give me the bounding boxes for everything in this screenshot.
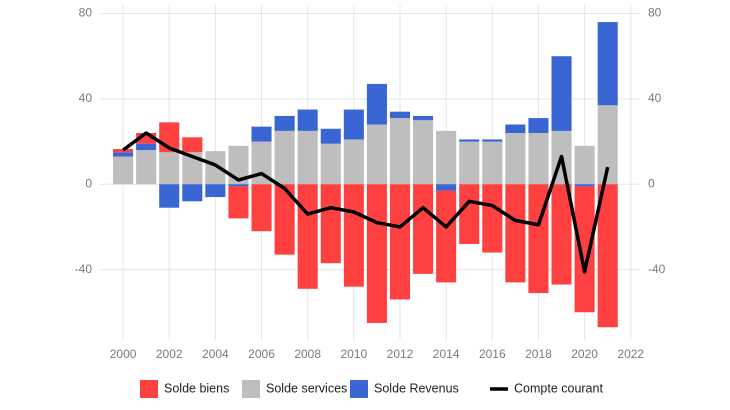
bar xyxy=(182,152,203,185)
bar xyxy=(505,124,526,134)
y-tick-label: -40 xyxy=(75,262,93,276)
x-tick-label: 2012 xyxy=(387,347,414,361)
bar xyxy=(274,130,295,185)
bar xyxy=(251,126,272,142)
bar xyxy=(228,186,249,219)
bar xyxy=(159,184,180,208)
y-tick-label: 0 xyxy=(85,176,92,190)
bar xyxy=(459,141,480,185)
legend-label: Compte courant xyxy=(514,381,603,395)
bar xyxy=(597,105,618,185)
x-tick-label: 2010 xyxy=(340,347,367,361)
bar xyxy=(205,184,226,198)
line xyxy=(122,131,610,274)
bar xyxy=(251,184,272,232)
y-tick-label: 80 xyxy=(79,6,93,20)
bar xyxy=(343,109,364,140)
x-tick-label: 2006 xyxy=(248,347,275,361)
bar xyxy=(505,133,526,185)
bar xyxy=(113,149,134,153)
bar xyxy=(436,130,457,185)
bar xyxy=(343,184,364,287)
x-tick-label: 2020 xyxy=(571,347,598,361)
bar xyxy=(320,143,341,185)
bar xyxy=(528,118,549,134)
bar xyxy=(574,184,595,187)
bar xyxy=(413,115,434,121)
bar xyxy=(297,130,318,185)
bar xyxy=(228,184,249,187)
bar xyxy=(136,143,157,151)
bar xyxy=(551,184,572,285)
bar xyxy=(528,133,549,185)
bar xyxy=(505,184,526,283)
bar xyxy=(136,150,157,185)
bar xyxy=(320,128,341,144)
x-tick-label: 2018 xyxy=(525,347,552,361)
bar xyxy=(597,184,618,328)
x-tick-label: 2014 xyxy=(433,347,460,361)
legend-swatch xyxy=(140,380,158,398)
bar xyxy=(297,109,318,131)
y2-tick-label: -40 xyxy=(648,262,666,276)
bar xyxy=(389,111,411,119)
bar xyxy=(389,184,411,300)
bar xyxy=(574,186,595,313)
x-tick-label: 2000 xyxy=(110,347,137,361)
bar xyxy=(113,156,134,185)
bar xyxy=(436,190,457,283)
legend-label: Solde Revenus xyxy=(374,381,459,395)
bar xyxy=(274,115,295,131)
bar xyxy=(574,145,595,185)
bar xyxy=(436,184,457,191)
x-tick-label: 2004 xyxy=(202,347,229,361)
bar xyxy=(389,118,411,185)
y-tick-label: 40 xyxy=(79,91,93,105)
bar xyxy=(297,184,318,289)
bar xyxy=(274,184,295,255)
bar xyxy=(482,141,503,185)
legend-label: Solde services xyxy=(266,381,347,395)
bar xyxy=(182,137,203,153)
bar xyxy=(413,184,434,274)
bar xyxy=(551,56,572,131)
bar xyxy=(113,152,134,157)
bar xyxy=(228,145,249,185)
x-tick-label: 2008 xyxy=(294,347,321,361)
x-tick-label: 2002 xyxy=(156,347,183,361)
bar xyxy=(366,184,387,323)
bar xyxy=(366,124,387,185)
legend: Solde biens Solde services Solde Revenus Co… xyxy=(140,380,603,398)
bar xyxy=(366,83,387,125)
x-tick-label: 2022 xyxy=(617,347,644,361)
bar xyxy=(482,139,503,142)
y2-tick-label: 80 xyxy=(648,6,662,20)
bar xyxy=(205,151,226,185)
bar xyxy=(413,120,434,185)
bar xyxy=(136,133,157,144)
bar xyxy=(182,184,203,202)
bar xyxy=(320,184,341,264)
bar xyxy=(459,139,480,142)
legend-label: Solde biens xyxy=(164,381,229,395)
bar xyxy=(159,152,180,185)
x-tick-label: 2016 xyxy=(479,347,506,361)
legend-swatch xyxy=(242,380,260,398)
legend-swatch xyxy=(350,380,368,398)
bar xyxy=(343,139,364,185)
bar xyxy=(459,184,480,244)
y2-tick-label: 40 xyxy=(648,91,662,105)
bar xyxy=(597,22,618,106)
y2-tick-label: 0 xyxy=(648,176,655,190)
bar xyxy=(482,184,503,253)
